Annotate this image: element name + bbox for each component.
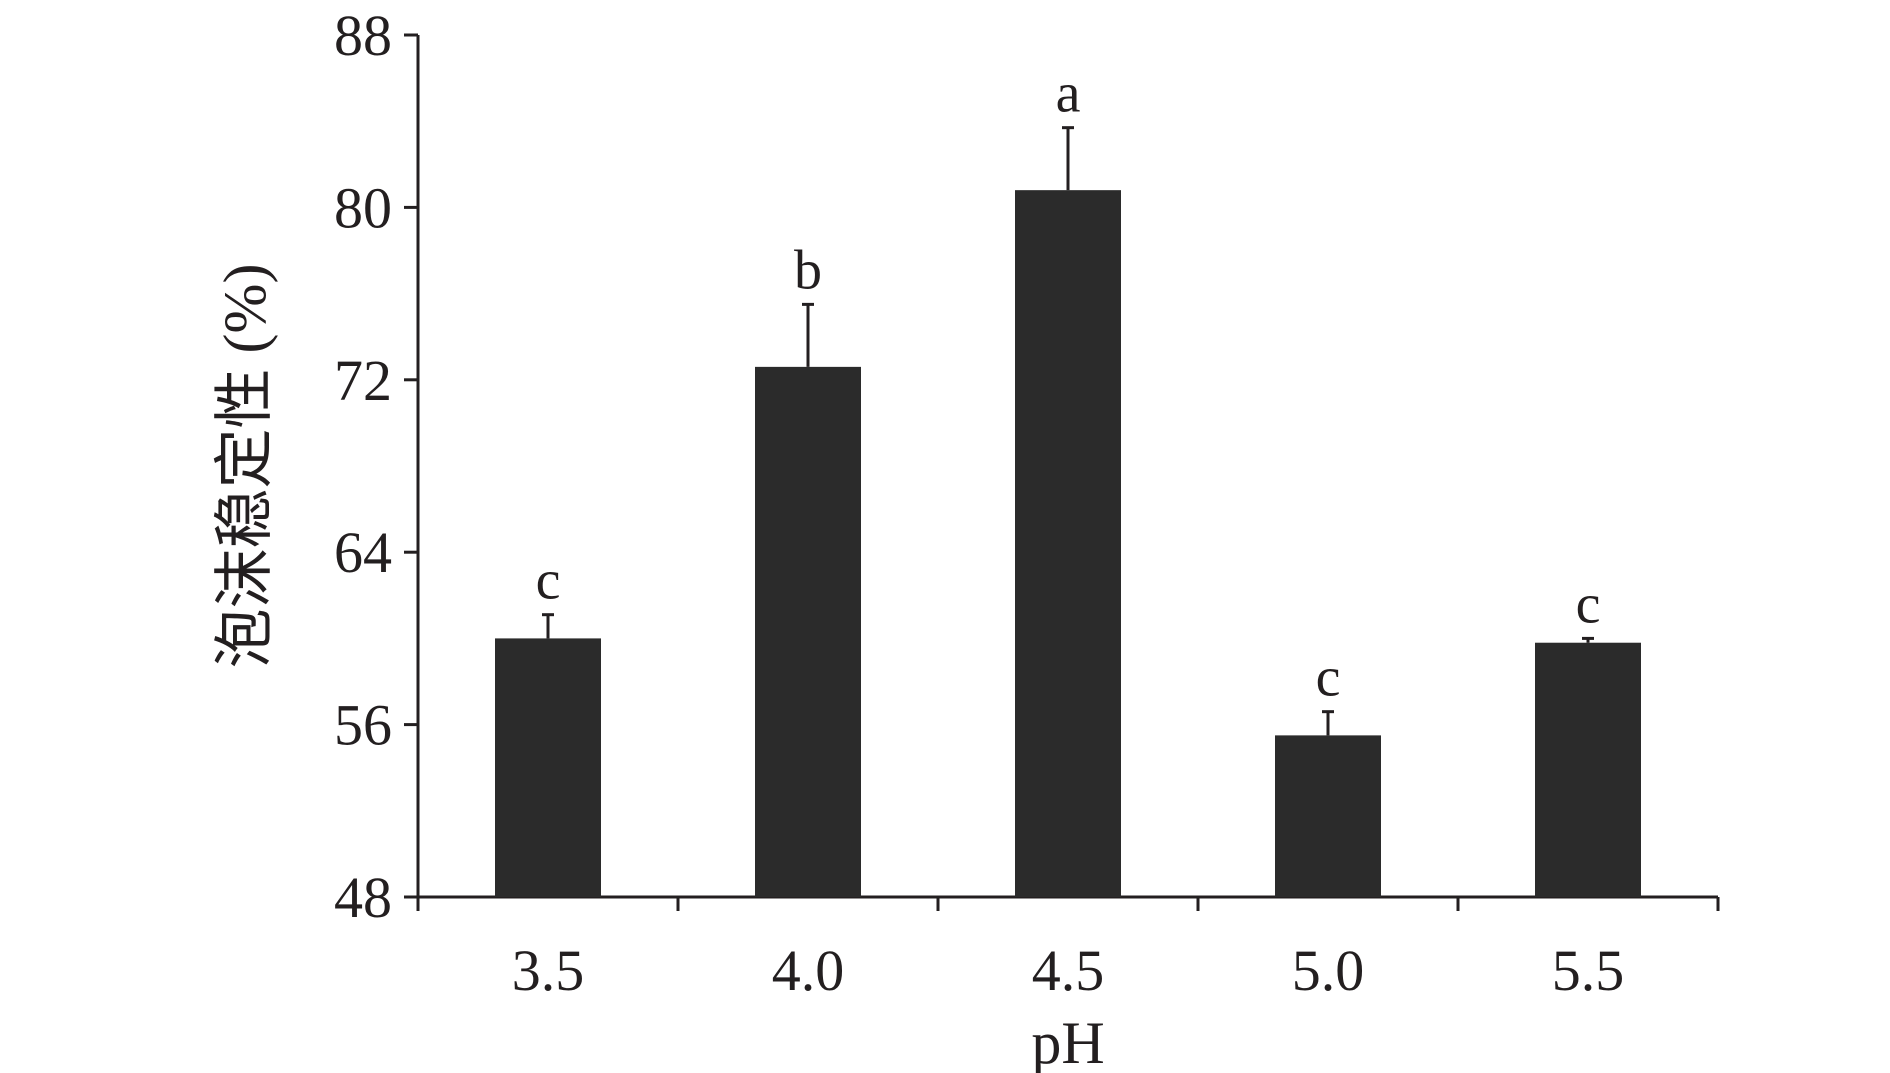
bar-5.0 xyxy=(1275,735,1381,897)
bar-3.5 xyxy=(495,638,601,897)
error-bars xyxy=(542,126,1594,736)
sig-letter-5.5: c xyxy=(1576,573,1601,635)
x-tick-label-3.5: 3.5 xyxy=(512,938,585,1003)
bar-4.5 xyxy=(1015,190,1121,897)
sig-letter-4.0: b xyxy=(794,239,822,301)
x-tick-label-5.5: 5.5 xyxy=(1552,938,1625,1003)
y-axis: 48 56 64 72 80 88 xyxy=(334,3,420,930)
significance-letters: c b a c c xyxy=(536,63,1601,709)
x-tick-label-4.0: 4.0 xyxy=(772,938,845,1003)
y-tick-label-56: 56 xyxy=(334,693,392,758)
x-axis: 3.5 4.0 4.5 5.0 5.5 xyxy=(416,895,1720,1003)
y-tick-label-64: 64 xyxy=(334,520,392,585)
sig-letter-5.0: c xyxy=(1316,647,1341,709)
x-tick-label-4.5: 4.5 xyxy=(1032,938,1105,1003)
y-tick-label-80: 80 xyxy=(334,175,392,240)
bar-4.0 xyxy=(755,366,861,897)
sig-letter-4.5: a xyxy=(1056,63,1081,125)
y-tick-label-48: 48 xyxy=(334,865,392,930)
y-axis-title: 泡沫稳定性 (%) xyxy=(212,264,278,669)
y-tick-label-88: 88 xyxy=(334,3,392,68)
x-axis-title: pH xyxy=(1031,1010,1104,1073)
x-tick-label-5.0: 5.0 xyxy=(1292,938,1365,1003)
bars xyxy=(495,190,1641,897)
y-tick-label-72: 72 xyxy=(334,348,392,413)
sig-letter-3.5: c xyxy=(536,550,561,612)
bar-5.5 xyxy=(1535,642,1641,897)
